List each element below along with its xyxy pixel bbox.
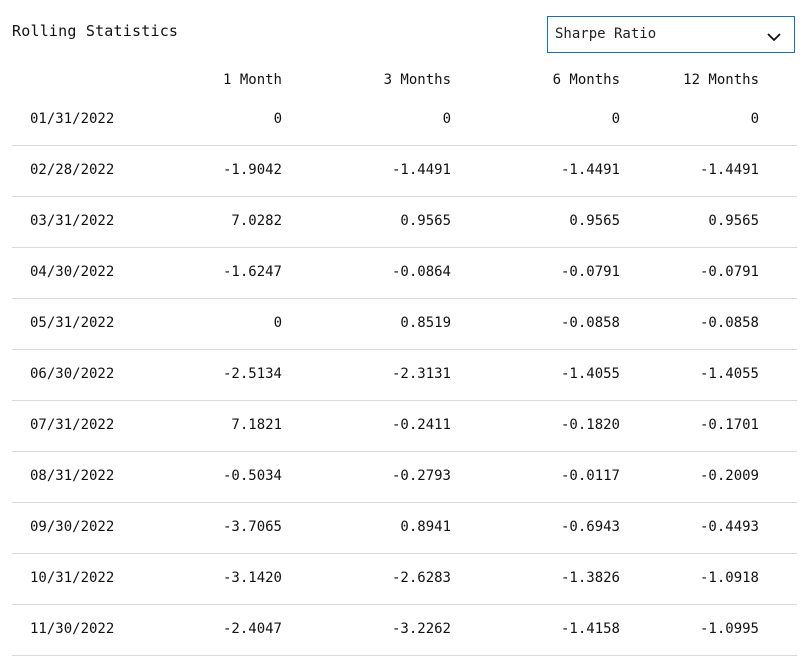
table-row: 09/30/2022 -3.7065 0.8941 -0.6943 -0.449… (12, 503, 797, 554)
cell-12-months: -0.0858 (699, 315, 759, 331)
cell-6-months: -0.1820 (560, 417, 620, 433)
cell-6-months: -1.4491 (560, 162, 620, 178)
table-row: 05/31/2022 0 0.8519 -0.0858 -0.0858 (12, 299, 797, 350)
metric-select[interactable]: Sharpe Ratio (547, 16, 795, 53)
cell-date: 04/30/2022 (30, 264, 115, 280)
header-12-months: 12 Months (683, 72, 759, 88)
cell-date: 08/31/2022 (30, 468, 115, 484)
table-row: 07/31/2022 7.1821 -0.2411 -0.1820 -0.170… (12, 401, 797, 452)
table-row: 01/31/2022 0 0 0 0 (12, 95, 797, 146)
header-6-months: 6 Months (552, 72, 620, 88)
cell-6-months: -0.0858 (560, 315, 620, 331)
cell-3-months: 0.8519 (400, 315, 451, 331)
cell-1-month: -2.5134 (222, 366, 282, 382)
cell-1-month: -3.1420 (222, 570, 282, 586)
table-row: 04/30/2022 -1.6247 -0.0864 -0.0791 -0.07… (12, 248, 797, 299)
cell-3-months: 0.8941 (400, 519, 451, 535)
cell-12-months: -1.4055 (699, 366, 759, 382)
table-row: 06/30/2022 -2.5134 -2.3131 -1.4055 -1.40… (12, 350, 797, 401)
cell-1-month: -1.6247 (222, 264, 282, 280)
cell-date: 02/28/2022 (30, 162, 115, 178)
table-row: 08/31/2022 -0.5034 -0.2793 -0.0117 -0.20… (12, 452, 797, 503)
chevron-down-icon (766, 29, 782, 45)
cell-12-months: -0.4493 (699, 519, 759, 535)
cell-3-months: -1.4491 (391, 162, 451, 178)
cell-1-month: -2.4047 (222, 621, 282, 637)
cell-1-month: 7.0282 (231, 213, 282, 229)
cell-1-month: 0 (273, 111, 282, 127)
rolling-statistics-table: 1 Month 3 Months 6 Months 12 Months 01/3… (12, 65, 797, 656)
cell-12-months: -1.0918 (699, 570, 759, 586)
table-header: 1 Month 3 Months 6 Months 12 Months (12, 65, 797, 95)
cell-3-months: -3.2262 (391, 621, 451, 637)
metric-select-value: Sharpe Ratio (555, 26, 657, 42)
table-row: 03/31/2022 7.0282 0.9565 0.9565 0.9565 (12, 197, 797, 248)
cell-date: 05/31/2022 (30, 315, 115, 331)
cell-1-month: -3.7065 (222, 519, 282, 535)
table-row: 11/30/2022 -2.4047 -3.2262 -1.4158 -1.09… (12, 605, 797, 656)
cell-3-months: 0.9565 (400, 213, 451, 229)
cell-6-months: -0.0117 (560, 468, 620, 484)
cell-1-month: -0.5034 (222, 468, 282, 484)
cell-6-months: 0 (611, 111, 620, 127)
cell-date: 07/31/2022 (30, 417, 115, 433)
cell-12-months: -0.1701 (699, 417, 759, 433)
table-row: 02/28/2022 -1.9042 -1.4491 -1.4491 -1.44… (12, 146, 797, 197)
header-3-months: 3 Months (383, 72, 451, 88)
cell-1-month: 7.1821 (231, 417, 282, 433)
cell-date: 10/31/2022 (30, 570, 115, 586)
cell-3-months: -2.6283 (391, 570, 451, 586)
cell-6-months: -1.4055 (560, 366, 620, 382)
cell-12-months: -1.0995 (699, 621, 759, 637)
cell-3-months: -0.2411 (391, 417, 451, 433)
table-row: 10/31/2022 -3.1420 -2.6283 -1.3826 -1.09… (12, 554, 797, 605)
cell-12-months: -1.4491 (699, 162, 759, 178)
cell-date: 01/31/2022 (30, 111, 115, 127)
cell-1-month: 0 (273, 315, 282, 331)
cell-12-months: 0 (750, 111, 759, 127)
header-1-month: 1 Month (222, 72, 282, 88)
cell-date: 06/30/2022 (30, 366, 115, 382)
cell-3-months: 0 (442, 111, 451, 127)
cell-date: 11/30/2022 (30, 621, 115, 637)
cell-3-months: -2.3131 (391, 366, 451, 382)
cell-6-months: -1.3826 (560, 570, 620, 586)
page-title: Rolling Statistics (12, 22, 179, 40)
cell-3-months: -0.0864 (391, 264, 451, 280)
cell-3-months: -0.2793 (391, 468, 451, 484)
cell-6-months: -0.0791 (560, 264, 620, 280)
cell-6-months: 0.9565 (569, 213, 620, 229)
cell-12-months: 0.9565 (708, 213, 759, 229)
cell-12-months: -0.0791 (699, 264, 759, 280)
cell-12-months: -0.2009 (699, 468, 759, 484)
cell-1-month: -1.9042 (222, 162, 282, 178)
cell-6-months: -0.6943 (560, 519, 620, 535)
cell-date: 03/31/2022 (30, 213, 115, 229)
cell-6-months: -1.4158 (560, 621, 620, 637)
cell-date: 09/30/2022 (30, 519, 115, 535)
